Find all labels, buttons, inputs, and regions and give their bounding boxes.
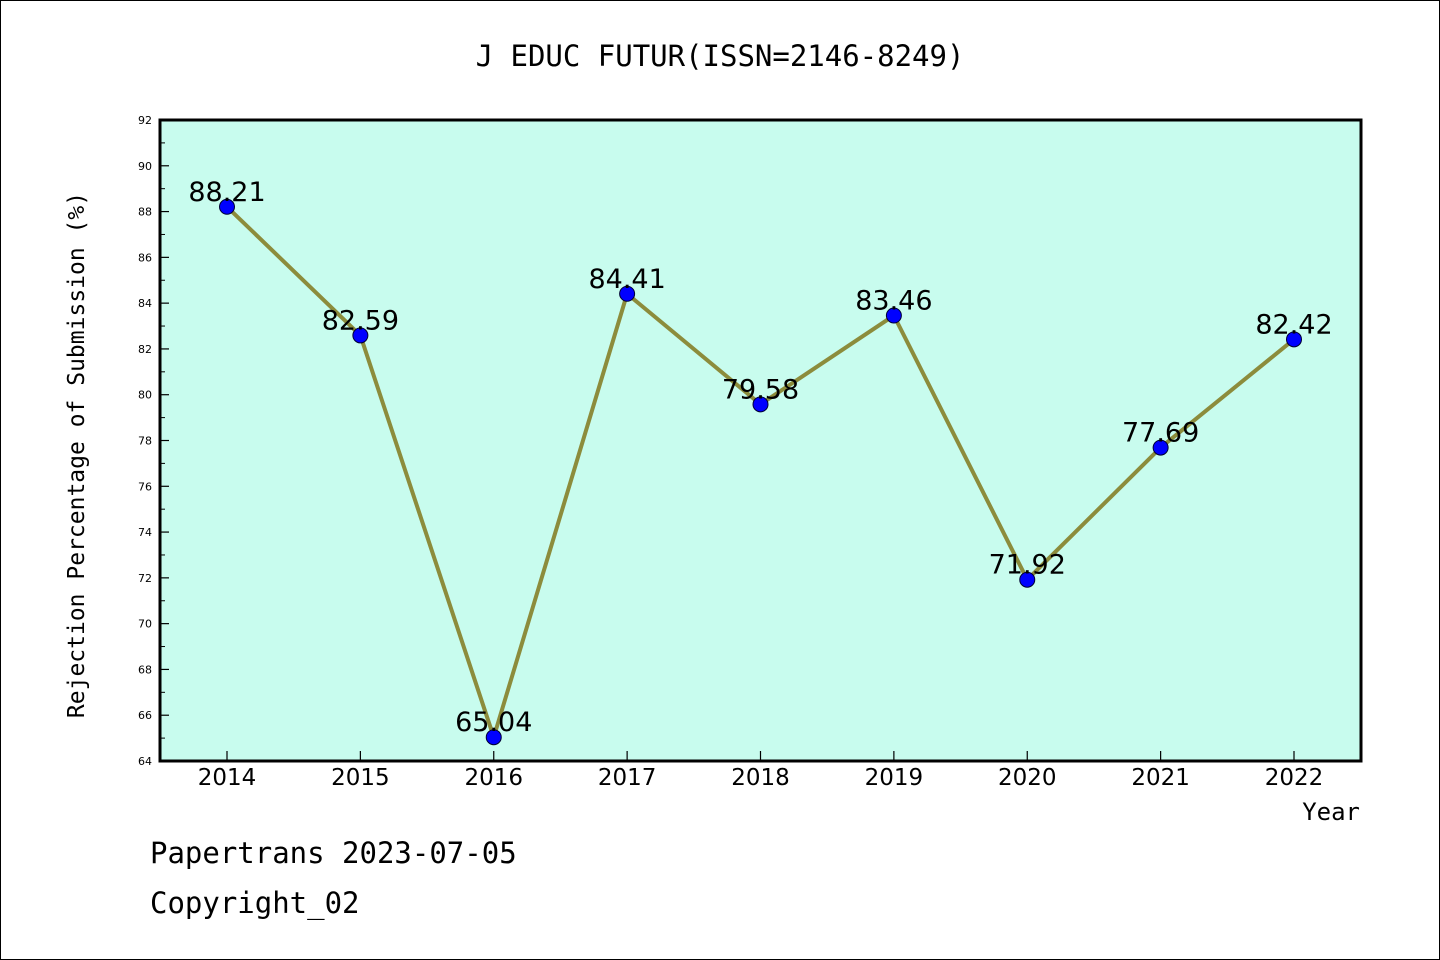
data-label: 83.46: [855, 286, 932, 317]
data-label: 82.59: [322, 305, 399, 336]
y-tick-label: 76: [138, 480, 152, 493]
x-tick-label: 2016: [464, 765, 523, 791]
y-tick-label: 72: [138, 572, 152, 585]
data-label: 65.04: [455, 707, 532, 738]
data-label: 79.58: [722, 374, 799, 405]
x-tick-label: 2020: [998, 765, 1057, 791]
y-tick-label: 66: [138, 709, 152, 722]
data-label: 84.41: [588, 264, 665, 295]
y-tick-label: 82: [138, 343, 152, 356]
data-point: [885, 307, 902, 324]
x-tick-label: 2019: [865, 765, 924, 791]
series-line-group: [219, 198, 1302, 746]
footer-date: Papertrans 2023-07-05: [150, 836, 517, 870]
y-tick-label: 84: [138, 297, 152, 310]
footer-copyright: Copyright_02: [150, 886, 360, 920]
y-tick-label: 92: [138, 114, 152, 127]
chart-title: J EDUC FUTUR(ISSN=2146-8249): [476, 39, 965, 73]
y-tick-label: 78: [138, 435, 152, 448]
x-tick-label: 2022: [1265, 765, 1324, 791]
data-point: [752, 396, 769, 413]
plot-border: [158, 118, 1363, 763]
data-label: 71.92: [989, 550, 1066, 581]
data-point: [619, 285, 636, 302]
x-tick-label: 2017: [598, 765, 657, 791]
data-point: [1152, 439, 1169, 456]
x-tick-label: 2018: [731, 765, 790, 791]
data-point: [219, 198, 235, 215]
data-label: 82.42: [1255, 309, 1332, 340]
y-tick-label: 64: [138, 755, 152, 768]
y-tick-label: 90: [138, 160, 152, 173]
x-tick-label: 2015: [331, 765, 390, 791]
data-point: [352, 327, 369, 344]
data-label-group: 88.21 82.59 65.04 84.41 79.58 83.46 71.92 77.69…: [188, 177, 1332, 738]
data-point: [485, 729, 502, 746]
x-tick-label: 2021: [1131, 765, 1190, 791]
y-tick-label: 74: [138, 526, 152, 539]
x-axis: 2014 2015 2016 2017 2018 2019 2020 2021 2022: [198, 751, 1324, 791]
x-tick-label: 2014: [198, 765, 257, 791]
data-point: [1019, 571, 1036, 588]
y-tick-label: 86: [138, 251, 152, 264]
y-tick-label: 68: [138, 663, 152, 676]
y-axis: 64 66 68 70 72 74 76 78 80 82 84 86 88 90 92: [138, 114, 169, 768]
data-point: [1286, 331, 1302, 348]
y-tick-label: 70: [138, 618, 152, 631]
data-label: 77.69: [1122, 418, 1199, 449]
data-label: 88.21: [188, 177, 265, 208]
y-tick-label: 88: [138, 206, 152, 219]
y-tick-label: 80: [138, 389, 152, 402]
x-axis-label: Year: [1302, 798, 1360, 826]
y-axis-label: Rejection Percentage of Submission (%): [64, 192, 90, 718]
